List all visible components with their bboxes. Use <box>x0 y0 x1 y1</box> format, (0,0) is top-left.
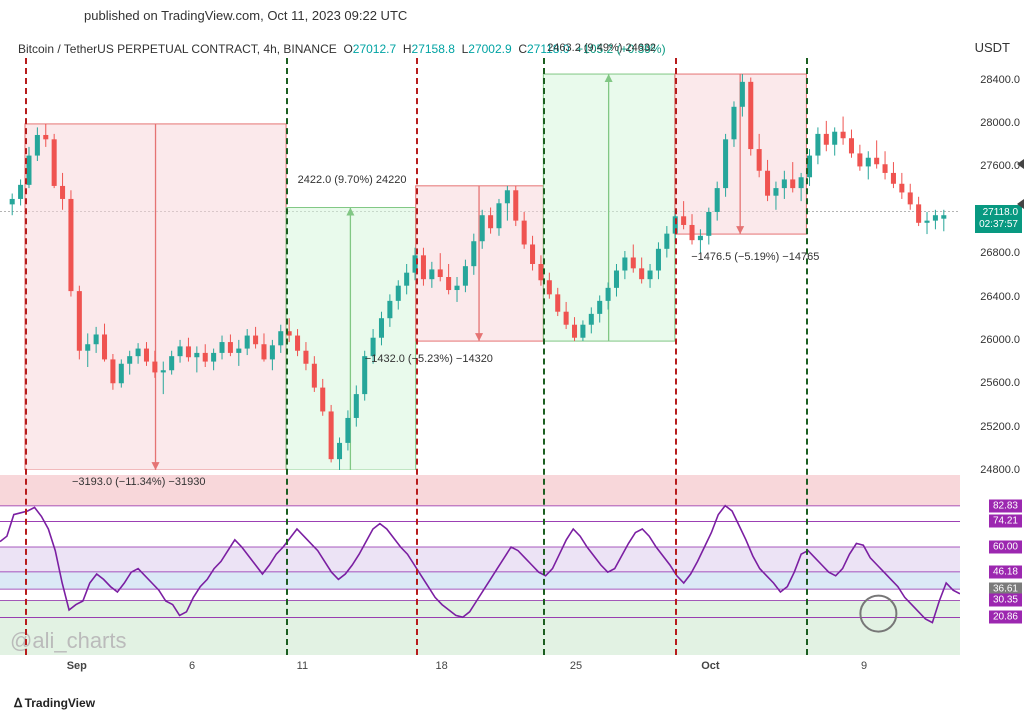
price-tick: 26400.0 <box>980 291 1020 303</box>
price-tick: 25600.0 <box>980 377 1020 389</box>
time-tick: 18 <box>435 660 447 672</box>
currency-label: USDT <box>969 38 1016 57</box>
price-tick: 28400.0 <box>980 74 1020 86</box>
time-tick: 6 <box>189 660 195 672</box>
price-chart[interactable] <box>0 58 960 470</box>
phase-divider <box>543 58 545 655</box>
indicator-chart[interactable] <box>0 475 960 655</box>
measure-label: 2422.0 (9.70%) 24220 <box>298 174 407 186</box>
time-tick: 25 <box>570 660 582 672</box>
price-tick: 25200.0 <box>980 421 1020 433</box>
price-tick: 26000.0 <box>980 334 1020 346</box>
published-line: published on TradingView.com, Oct 11, 20… <box>84 8 407 23</box>
time-axis: Sep 6 11 18 25 Oct 9 <box>0 660 960 680</box>
time-tick: Sep <box>67 660 87 672</box>
indicator-level: 74.21 <box>989 515 1022 528</box>
marker-arrow <box>1017 159 1024 169</box>
phase-divider <box>25 58 27 655</box>
symbol: Bitcoin / TetherUS PERPETUAL CONTRACT, 4… <box>18 42 337 56</box>
time-tick: 9 <box>861 660 867 672</box>
price-current-tag: 27118.002:37:57 <box>975 205 1022 233</box>
price-axis: 28400.028000.027600.027200.026800.026400… <box>960 58 1024 470</box>
phase-divider <box>675 58 677 655</box>
phase-divider <box>286 58 288 655</box>
tradingview-logo: ⵠ TradingView <box>14 696 95 710</box>
indicator-level: 82.83 <box>989 499 1022 512</box>
indicator-level: 46.18 <box>989 565 1022 578</box>
marker-arrow <box>1017 199 1024 209</box>
indicator-level: 30.35 <box>989 594 1022 607</box>
time-tick: 11 <box>297 660 308 672</box>
measure-label: 2463.2 (9.49%) 24632 <box>547 42 656 54</box>
phase-divider <box>806 58 808 655</box>
measure-label: −3193.0 (−11.34%) −31930 <box>72 476 205 488</box>
watermark: @ali_charts <box>10 628 127 654</box>
price-tick: 26800.0 <box>980 247 1020 259</box>
indicator-axis: 82.8374.2160.0046.1836.6130.3520.86 <box>960 475 1024 655</box>
price-tick: 28000.0 <box>980 117 1020 129</box>
time-tick: Oct <box>701 660 719 672</box>
price-tick: 27600.0 <box>980 160 1020 172</box>
measure-label: −1476.5 (−5.19%) −14765 <box>691 251 819 263</box>
indicator-level: 60.00 <box>989 541 1022 554</box>
measure-label: −1432.0 (−5.23%) −14320 <box>365 353 493 365</box>
indicator-level: 20.86 <box>989 611 1022 624</box>
